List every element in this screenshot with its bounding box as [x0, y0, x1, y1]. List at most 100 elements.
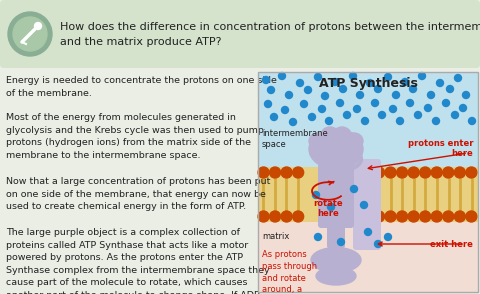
Circle shape [428, 91, 434, 98]
Circle shape [432, 118, 440, 124]
Ellipse shape [309, 133, 327, 149]
Circle shape [264, 101, 272, 108]
Circle shape [463, 91, 469, 98]
Circle shape [336, 99, 344, 106]
Circle shape [384, 74, 392, 81]
Circle shape [446, 86, 454, 93]
Circle shape [357, 91, 363, 98]
Circle shape [35, 23, 41, 29]
Circle shape [304, 86, 312, 93]
Text: The large purple object is a complex collection of
proteins called ATP Synthase : The large purple object is a complex col… [6, 228, 270, 294]
Circle shape [325, 118, 333, 124]
Circle shape [339, 86, 347, 93]
Circle shape [309, 113, 315, 121]
Text: matrix: matrix [262, 232, 289, 241]
Circle shape [443, 211, 454, 222]
Circle shape [372, 99, 379, 106]
Circle shape [409, 86, 417, 93]
Circle shape [297, 79, 303, 86]
Circle shape [373, 211, 384, 222]
Text: How does the difference in concentration of protons between the intermembrane sp: How does the difference in concentration… [60, 22, 480, 32]
Circle shape [455, 74, 461, 81]
Bar [0, 68, 480, 294]
Circle shape [286, 91, 292, 98]
Circle shape [436, 79, 444, 86]
Circle shape [319, 106, 325, 113]
Circle shape [270, 167, 280, 178]
Ellipse shape [321, 127, 339, 143]
Circle shape [270, 211, 280, 222]
FancyBboxPatch shape [327, 222, 345, 248]
Circle shape [332, 78, 338, 86]
Circle shape [322, 93, 328, 99]
Circle shape [443, 99, 449, 106]
Circle shape [393, 91, 399, 98]
Circle shape [263, 76, 269, 83]
Circle shape [408, 167, 419, 178]
Circle shape [312, 191, 320, 198]
Circle shape [396, 211, 408, 222]
Ellipse shape [311, 248, 361, 273]
Text: intermembrane
space: intermembrane space [262, 129, 328, 149]
Bar [258, 222, 478, 292]
Ellipse shape [333, 127, 351, 143]
Circle shape [401, 78, 408, 86]
FancyBboxPatch shape [0, 0, 480, 68]
Circle shape [466, 211, 477, 222]
Circle shape [396, 167, 408, 178]
Circle shape [361, 118, 369, 124]
Circle shape [360, 201, 368, 208]
Circle shape [367, 79, 373, 86]
Circle shape [327, 203, 335, 211]
Circle shape [353, 106, 360, 113]
Circle shape [466, 167, 477, 178]
Circle shape [431, 167, 442, 178]
Circle shape [281, 167, 292, 178]
Text: Now that a large concentration of protons has been put
on one side of the membra: Now that a large concentration of proton… [6, 177, 270, 211]
Circle shape [424, 104, 432, 111]
Circle shape [314, 74, 322, 81]
Text: and the matrix produce ATP?: and the matrix produce ATP? [60, 37, 221, 47]
Circle shape [281, 211, 292, 222]
Circle shape [281, 106, 288, 113]
Circle shape [337, 238, 345, 245]
Circle shape [13, 17, 47, 51]
Circle shape [374, 240, 382, 248]
Circle shape [278, 73, 286, 79]
Circle shape [258, 211, 269, 222]
Bar [258, 72, 478, 167]
Circle shape [349, 73, 357, 79]
Circle shape [267, 86, 275, 93]
Circle shape [364, 228, 372, 235]
Circle shape [344, 111, 350, 118]
Circle shape [350, 186, 358, 193]
Ellipse shape [309, 129, 363, 169]
Circle shape [258, 167, 269, 178]
Circle shape [289, 118, 297, 126]
Circle shape [293, 167, 304, 178]
Circle shape [396, 118, 404, 124]
Circle shape [293, 211, 304, 222]
Circle shape [314, 233, 322, 240]
Circle shape [419, 73, 425, 79]
Text: rotate
here: rotate here [313, 199, 343, 218]
Bar [258, 72, 478, 292]
Circle shape [415, 111, 421, 118]
Circle shape [8, 12, 52, 56]
Text: ATP Synthesis: ATP Synthesis [319, 77, 418, 90]
Text: As protons
pass through
and rotate
around, a: As protons pass through and rotate aroun… [262, 250, 317, 294]
Ellipse shape [316, 267, 356, 285]
FancyBboxPatch shape [353, 159, 381, 250]
Circle shape [373, 167, 384, 178]
Circle shape [459, 104, 467, 111]
Circle shape [389, 106, 396, 113]
Circle shape [385, 167, 396, 178]
Circle shape [452, 111, 458, 118]
Circle shape [407, 99, 413, 106]
Ellipse shape [345, 133, 363, 149]
Circle shape [379, 111, 385, 118]
Circle shape [374, 86, 382, 93]
Circle shape [420, 211, 431, 222]
Text: Energy is needed to concentrate the protons on one side
of the membrane.: Energy is needed to concentrate the prot… [6, 76, 277, 98]
Circle shape [468, 118, 476, 124]
